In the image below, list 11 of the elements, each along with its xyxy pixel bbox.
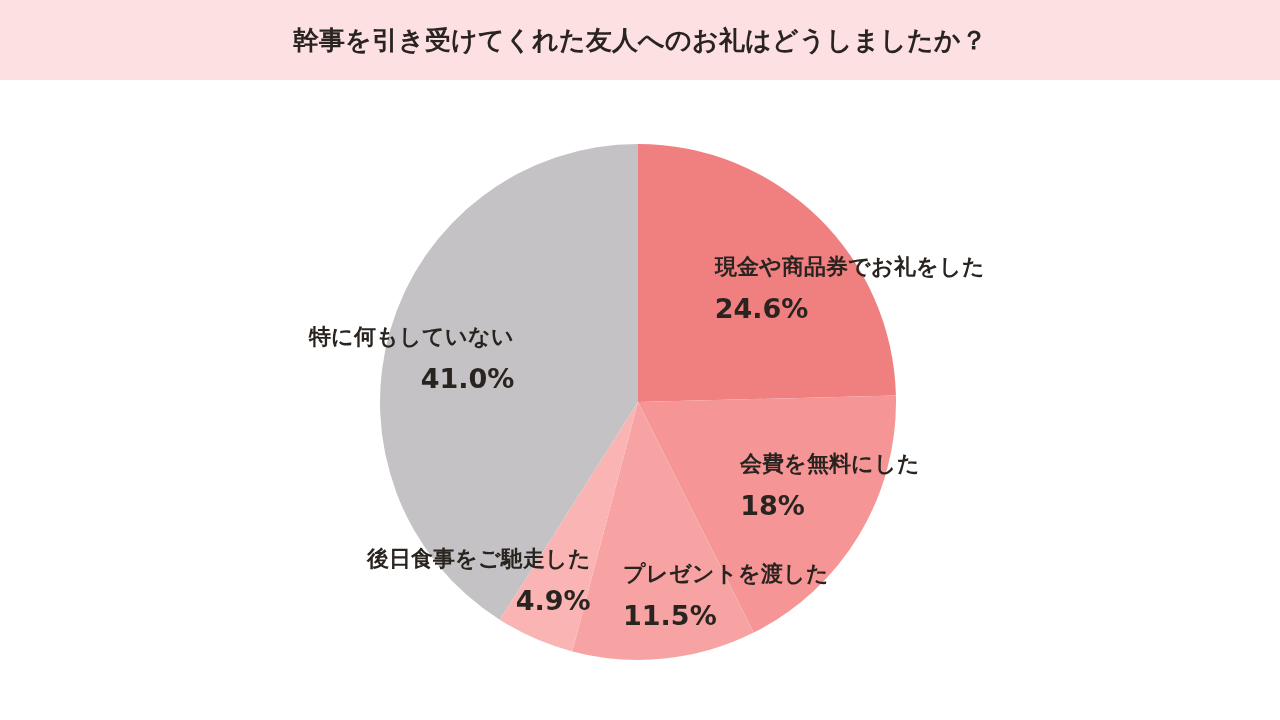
data-label: 18% xyxy=(740,490,805,522)
slice-label: 特に何もしていない xyxy=(308,324,515,350)
data-label: 4.9% xyxy=(515,585,591,617)
data-label: 24.6% xyxy=(714,293,809,325)
data-label: 41.0% xyxy=(420,363,515,395)
chart-title: 幹事を引き受けてくれた友人へのお礼はどうしましたか？ xyxy=(293,25,987,55)
slice-label: 会費を無料にした xyxy=(739,451,921,477)
slice-label: プレゼントを渡した xyxy=(623,561,830,587)
data-label: 11.5% xyxy=(623,600,717,632)
pie-slice xyxy=(638,144,896,402)
slice-label: 後日食事をご馳走した xyxy=(365,546,591,572)
